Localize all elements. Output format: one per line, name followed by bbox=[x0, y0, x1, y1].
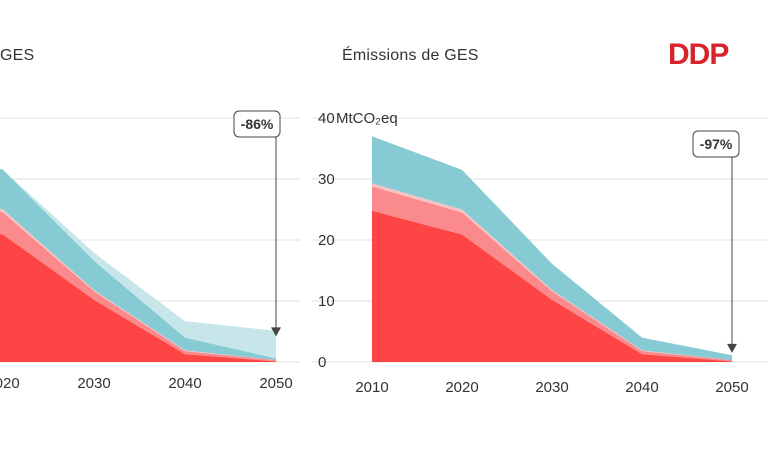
reduction-label: -86% bbox=[241, 116, 274, 132]
reduction-arrow-head bbox=[271, 327, 281, 337]
series-pink-area bbox=[372, 186, 732, 362]
unit-label: MtCO₂eq bbox=[336, 110, 398, 127]
x-tick-label-2040: 2040 bbox=[168, 375, 201, 392]
y-tick-label-30: 30 bbox=[318, 171, 335, 188]
x-tick-label-2010: 2010 bbox=[355, 379, 388, 396]
reduction-label-box bbox=[692, 130, 740, 158]
x-tick-label-2030: 2030 bbox=[535, 379, 568, 396]
x-tick-label-2020: 2020 bbox=[0, 375, 20, 392]
y-tick-label-0: 0 bbox=[318, 354, 326, 371]
x-tick-label-2050: 2050 bbox=[259, 375, 292, 392]
y-tick-label-20: 20 bbox=[318, 232, 335, 249]
right-chart-title: Émissions de GES bbox=[342, 47, 479, 64]
series-light-teal-area bbox=[0, 168, 276, 359]
series-teal-area bbox=[372, 136, 732, 361]
reduction-label-box bbox=[233, 110, 281, 138]
reduction-arrow-head bbox=[727, 343, 737, 353]
y-tick-label-10: 10 bbox=[318, 293, 335, 310]
reduction-label: -97% bbox=[700, 136, 733, 152]
left-chart-title: GES bbox=[0, 47, 35, 64]
series-red-area bbox=[372, 210, 732, 362]
x-tick-label-2020: 2020 bbox=[445, 379, 478, 396]
x-tick-label-2040: 2040 bbox=[625, 379, 658, 396]
x-tick-label-2050: 2050 bbox=[715, 379, 748, 396]
series-red-area bbox=[0, 233, 276, 362]
y-tick-label-40: 40 bbox=[318, 110, 335, 127]
ddp-logo: DDP bbox=[668, 38, 729, 71]
x-tick-label-2030: 2030 bbox=[77, 375, 110, 392]
